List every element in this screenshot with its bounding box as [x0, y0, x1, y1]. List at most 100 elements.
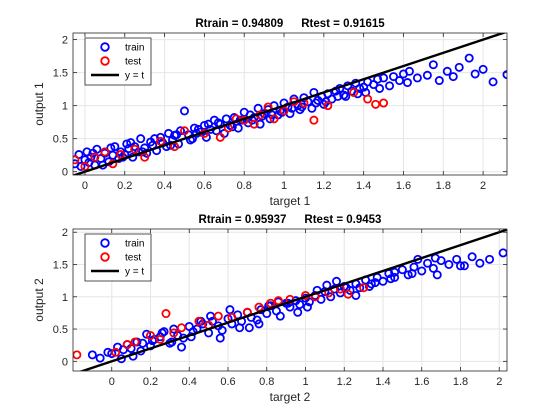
- chart-2: 0 0.2 0.4 0.6 0.8 1 1.2 1.4 1.6 1.8 2 0 0.5 1 1.5 2 Rtra…: [32, 214, 508, 404]
- y-axis-label: output 1: [32, 82, 46, 126]
- train-point: [417, 266, 427, 276]
- axes-box: [72, 228, 508, 372]
- train-point: [402, 78, 412, 88]
- test-point: [379, 98, 389, 108]
- train-point: [364, 281, 374, 291]
- train-point: [189, 123, 199, 133]
- test-point: [254, 302, 264, 312]
- train-point: [390, 272, 400, 282]
- train-point: [293, 307, 303, 317]
- x-tick-label: 1: [281, 180, 287, 192]
- train-point: [459, 261, 469, 271]
- train-point: [394, 76, 404, 86]
- y-tick-label: 1: [62, 292, 68, 304]
- train-point: [454, 62, 464, 72]
- test-point: [343, 289, 353, 299]
- y-tick-label: 0.5: [53, 134, 68, 146]
- test-point: [90, 152, 100, 162]
- y-tick-label: 0: [62, 356, 68, 368]
- test-point: [179, 126, 189, 136]
- x-tick-label: 2: [496, 376, 502, 388]
- train-point: [221, 114, 231, 124]
- train-point: [452, 254, 462, 264]
- identity-line: [73, 33, 507, 175]
- legend-box: [84, 37, 152, 86]
- train-point: [295, 300, 305, 310]
- y-tick-label: 0.5: [53, 324, 68, 336]
- y-tick-label: 2: [62, 227, 68, 239]
- train-point: [217, 325, 227, 335]
- test-point: [155, 334, 165, 344]
- train-point: [179, 106, 189, 116]
- train-point: [142, 329, 152, 339]
- train-point: [485, 254, 495, 264]
- chart-title-part: Rtrain = 0.94809: [195, 18, 283, 30]
- test-point: [323, 101, 333, 111]
- train-point: [225, 305, 235, 315]
- y-tick-label: 2: [62, 35, 68, 47]
- legend-marker-train: [100, 238, 110, 248]
- plot-marks: [73, 229, 507, 371]
- train-point: [379, 73, 389, 83]
- train-point: [302, 302, 312, 312]
- x-tick-label: 0: [109, 376, 115, 388]
- x-tick-label: 0.4: [182, 376, 197, 388]
- train-point: [95, 353, 105, 363]
- test-point: [169, 328, 179, 338]
- train-point: [355, 83, 365, 93]
- x-tick-label: 1.2: [337, 376, 352, 388]
- x-tick-label: 0.2: [117, 180, 132, 192]
- train-point: [455, 261, 465, 271]
- train-point: [389, 72, 399, 82]
- chart-title-part: Rtest = 0.9453: [304, 214, 381, 226]
- train-point: [275, 311, 285, 321]
- train-point: [353, 89, 363, 99]
- x-tick-label: 1.6: [414, 376, 429, 388]
- test-point: [349, 87, 359, 97]
- train-point: [488, 77, 498, 87]
- test-point: [266, 298, 276, 308]
- train-point: [311, 98, 321, 108]
- train-point: [478, 64, 488, 74]
- train-point: [355, 283, 365, 293]
- chart-title-part: Rtrain = 0.95937: [199, 214, 287, 226]
- train-point: [156, 132, 166, 142]
- train-point: [428, 263, 438, 273]
- x-tick-label: 1.8: [453, 376, 468, 388]
- identity-line: [78, 229, 507, 371]
- legend-label: y = t: [125, 267, 144, 278]
- test-point: [269, 114, 279, 124]
- test-point: [371, 99, 381, 109]
- test-point: [156, 136, 166, 146]
- legend-label: train: [125, 239, 144, 250]
- test-point: [80, 161, 90, 171]
- test-point: [176, 323, 186, 333]
- test-point: [145, 330, 155, 340]
- train-point: [390, 267, 400, 277]
- train-point: [403, 270, 413, 280]
- series-train: [73, 53, 507, 171]
- test-point: [73, 155, 80, 165]
- train-point: [126, 138, 136, 148]
- test-point: [161, 309, 171, 319]
- legend: train test y = t: [84, 37, 152, 86]
- x-tick-label: 1.8: [436, 180, 451, 192]
- train-point: [464, 53, 474, 63]
- axes-box: [72, 32, 508, 176]
- train-point: [331, 276, 341, 286]
- train-point: [412, 73, 422, 83]
- train-point: [386, 274, 396, 284]
- legend-label: test: [125, 253, 141, 264]
- train-point: [172, 130, 182, 140]
- train-point: [176, 342, 186, 352]
- train-point: [397, 265, 407, 275]
- x-tick-label: 1.4: [375, 376, 390, 388]
- train-point: [442, 66, 452, 76]
- test-point: [130, 337, 140, 347]
- y-tick-label: 1: [62, 101, 68, 113]
- legend-marker-train: [100, 42, 110, 52]
- train-point: [122, 139, 132, 149]
- train-point: [434, 76, 444, 86]
- train-point: [428, 60, 438, 70]
